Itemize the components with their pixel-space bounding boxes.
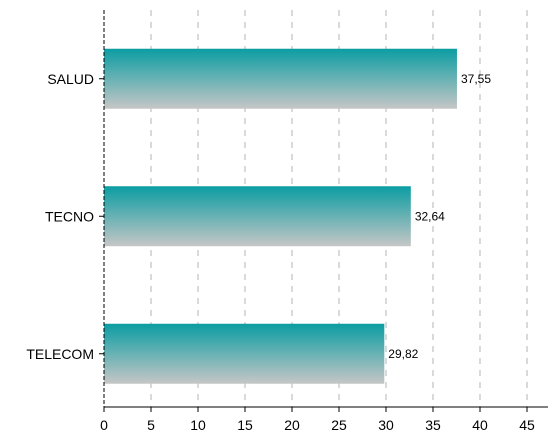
x-tick-label: 30 <box>378 417 394 433</box>
category-label: SALUD <box>47 71 94 87</box>
bars <box>104 48 457 384</box>
x-tick-label: 20 <box>284 417 300 433</box>
labels: 0 5 10 15 20 25 30 35 40 45 SALUD 37,55 TECNO 32,64 TE… <box>26 71 535 433</box>
data-label: 29,82 <box>388 347 418 361</box>
bar-salud <box>104 48 457 109</box>
bar-tecno <box>104 186 411 247</box>
axes <box>99 10 548 412</box>
category-label: TELECOM <box>26 346 94 362</box>
x-tick-label: 5 <box>147 417 155 433</box>
x-tick-label: 15 <box>237 417 253 433</box>
data-label: 37,55 <box>461 72 491 86</box>
x-tick-label: 25 <box>331 417 347 433</box>
x-tick-label: 45 <box>519 417 535 433</box>
x-tick-label: 10 <box>190 417 206 433</box>
x-tick-label: 0 <box>100 417 108 433</box>
x-tick-label: 35 <box>425 417 441 433</box>
bar-telecom <box>104 323 385 384</box>
data-label: 32,64 <box>415 209 445 223</box>
category-label: TECNO <box>45 208 94 224</box>
x-tick-label: 40 <box>472 417 488 433</box>
